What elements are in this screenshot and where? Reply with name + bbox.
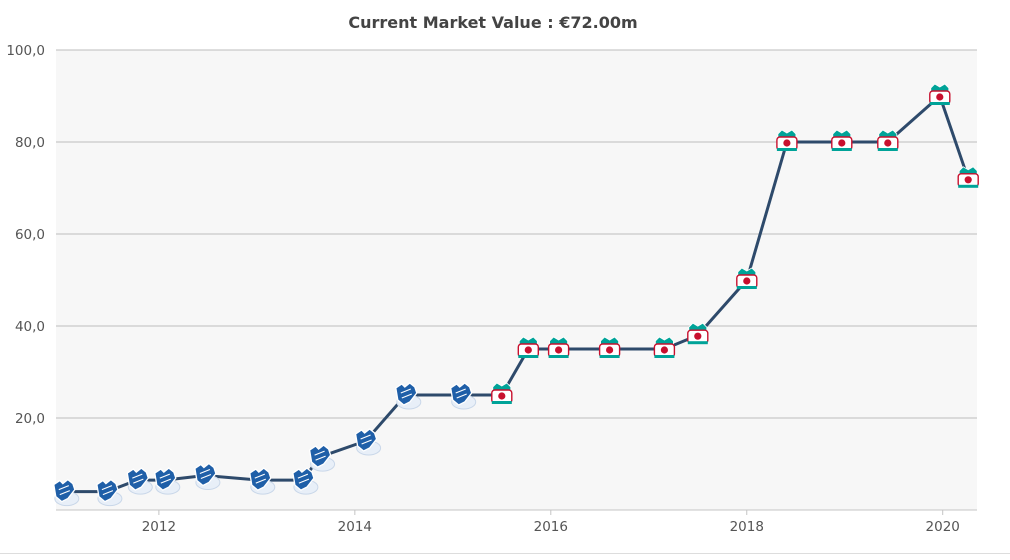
data-point-liverpool-crest-icon[interactable] <box>653 336 676 358</box>
data-point-liverpool-crest-icon[interactable] <box>957 166 979 188</box>
x-tick-label: 2012 <box>142 519 176 535</box>
data-point-liverpool-crest-icon[interactable] <box>598 336 621 358</box>
y-tick-label: 80,0 <box>15 135 45 151</box>
data-point-liverpool-crest-icon[interactable] <box>517 336 539 358</box>
data-point-hoffenheim-crest-icon[interactable] <box>126 467 153 495</box>
data-point-hoffenheim-crest-icon[interactable] <box>292 467 319 495</box>
chart-title: Current Market Value : €72.00m <box>348 13 637 32</box>
x-tick-label: 2018 <box>730 519 764 535</box>
y-tick-label: 100,0 <box>6 43 45 59</box>
data-point-hoffenheim-crest-icon[interactable] <box>53 478 80 507</box>
data-point-liverpool-crest-icon[interactable] <box>776 129 798 151</box>
y-tick-label: 60,0 <box>15 227 45 243</box>
data-point-hoffenheim-crest-icon[interactable] <box>308 444 336 472</box>
data-point-liverpool-crest-icon[interactable] <box>547 336 570 358</box>
y-tick-label: 20,0 <box>15 411 45 427</box>
data-point-liverpool-crest-icon[interactable] <box>491 382 513 404</box>
x-tick-label: 2016 <box>534 519 568 535</box>
data-point-liverpool-crest-icon[interactable] <box>736 267 758 289</box>
data-point-hoffenheim-crest-icon[interactable] <box>249 467 276 495</box>
y-tick-label: 40,0 <box>15 319 45 335</box>
data-point-hoffenheim-crest-icon[interactable] <box>449 382 477 410</box>
divider <box>0 553 1010 554</box>
data-point-hoffenheim-crest-icon[interactable] <box>96 478 123 507</box>
data-point-liverpool-crest-icon[interactable] <box>877 129 899 151</box>
data-point-hoffenheim-crest-icon[interactable] <box>154 467 181 495</box>
data-point-liverpool-crest-icon[interactable] <box>687 322 709 345</box>
x-tick-label: 2020 <box>926 519 960 535</box>
data-point-hoffenheim-crest-icon[interactable] <box>354 428 382 456</box>
data-point-liverpool-crest-icon[interactable] <box>831 129 853 151</box>
plot-area <box>56 50 977 510</box>
data-points <box>53 83 979 507</box>
x-tick-label: 2014 <box>338 519 372 535</box>
y-axis: 20,0 40,0 60,0 80,0 100,0 <box>6 43 45 427</box>
data-point-liverpool-crest-icon[interactable] <box>929 83 951 105</box>
x-axis: 2012 2014 2016 2018 2020 <box>142 510 960 535</box>
data-point-hoffenheim-crest-icon[interactable] <box>194 462 221 490</box>
data-point-hoffenheim-crest-icon[interactable] <box>395 382 422 410</box>
